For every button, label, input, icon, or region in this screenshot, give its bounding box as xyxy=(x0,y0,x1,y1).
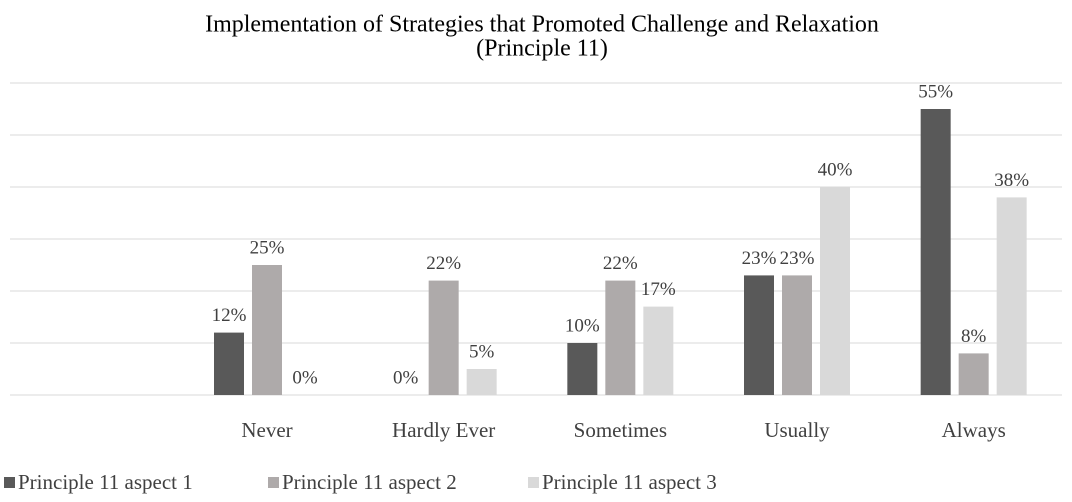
x-tick-label: Usually xyxy=(764,418,830,442)
legend-marker xyxy=(528,477,539,488)
legend-marker xyxy=(4,477,15,488)
data-label: 5% xyxy=(469,341,495,362)
bar xyxy=(996,197,1027,395)
bar xyxy=(920,109,951,395)
bar xyxy=(820,187,850,395)
legend-label: Principle 11 aspect 3 xyxy=(542,470,717,494)
data-label: 23% xyxy=(742,248,777,269)
data-label: 22% xyxy=(426,253,461,274)
bar xyxy=(782,275,812,395)
data-label: 22% xyxy=(603,253,638,274)
data-label: 25% xyxy=(250,237,285,258)
data-label: 55% xyxy=(918,81,953,102)
bar xyxy=(643,306,674,395)
x-tick-label: Hardly Ever xyxy=(392,418,495,442)
x-tick-label: Always xyxy=(942,418,1006,442)
legend-label: Principle 11 aspect 1 xyxy=(18,470,193,494)
bar xyxy=(744,275,774,395)
bar xyxy=(466,369,497,395)
chart-title: (Principle 11) xyxy=(476,36,608,62)
data-label: 8% xyxy=(961,326,987,347)
data-label: 0% xyxy=(292,367,318,388)
data-label: 10% xyxy=(565,315,600,336)
legend-marker xyxy=(268,477,279,488)
x-tick-label: Sometimes xyxy=(574,418,667,442)
data-label: 23% xyxy=(780,248,815,269)
x-tick-label: Never xyxy=(241,418,292,442)
bar xyxy=(214,332,244,395)
data-label: 0% xyxy=(393,367,419,388)
bar xyxy=(567,343,598,395)
data-label: 17% xyxy=(641,279,676,300)
bar xyxy=(428,280,459,395)
data-label: 38% xyxy=(994,170,1029,191)
chart-title: Implementation of Strategies that Promot… xyxy=(205,12,879,38)
data-label: 40% xyxy=(818,159,853,180)
bar xyxy=(605,280,636,395)
data-label: 12% xyxy=(212,305,247,326)
bar xyxy=(252,265,282,395)
legend-label: Principle 11 aspect 2 xyxy=(282,470,457,494)
bar xyxy=(958,353,989,395)
